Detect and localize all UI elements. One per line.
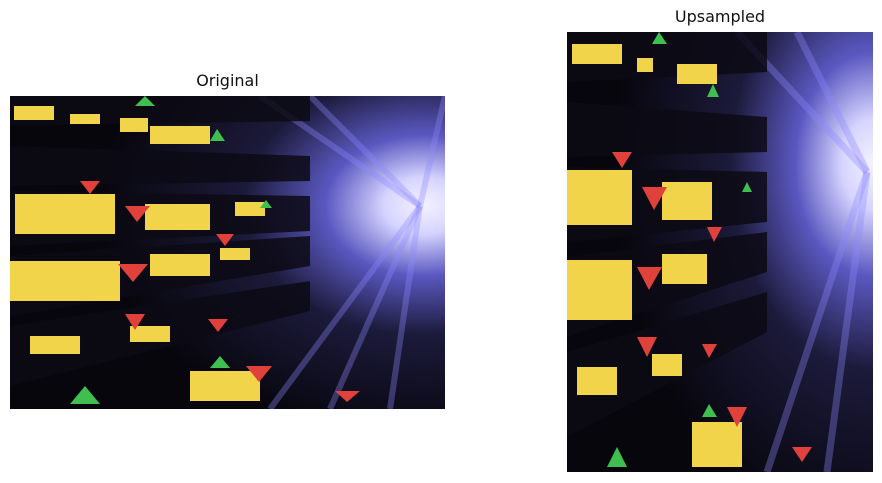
original-image xyxy=(10,96,445,409)
upsampled-image xyxy=(567,32,873,472)
upsampled-panel-title: Upsampled xyxy=(567,7,873,26)
original-panel-title: Original xyxy=(10,71,445,90)
original-ticker-photo xyxy=(10,96,445,409)
upsampled-ticker-photo xyxy=(567,32,873,472)
